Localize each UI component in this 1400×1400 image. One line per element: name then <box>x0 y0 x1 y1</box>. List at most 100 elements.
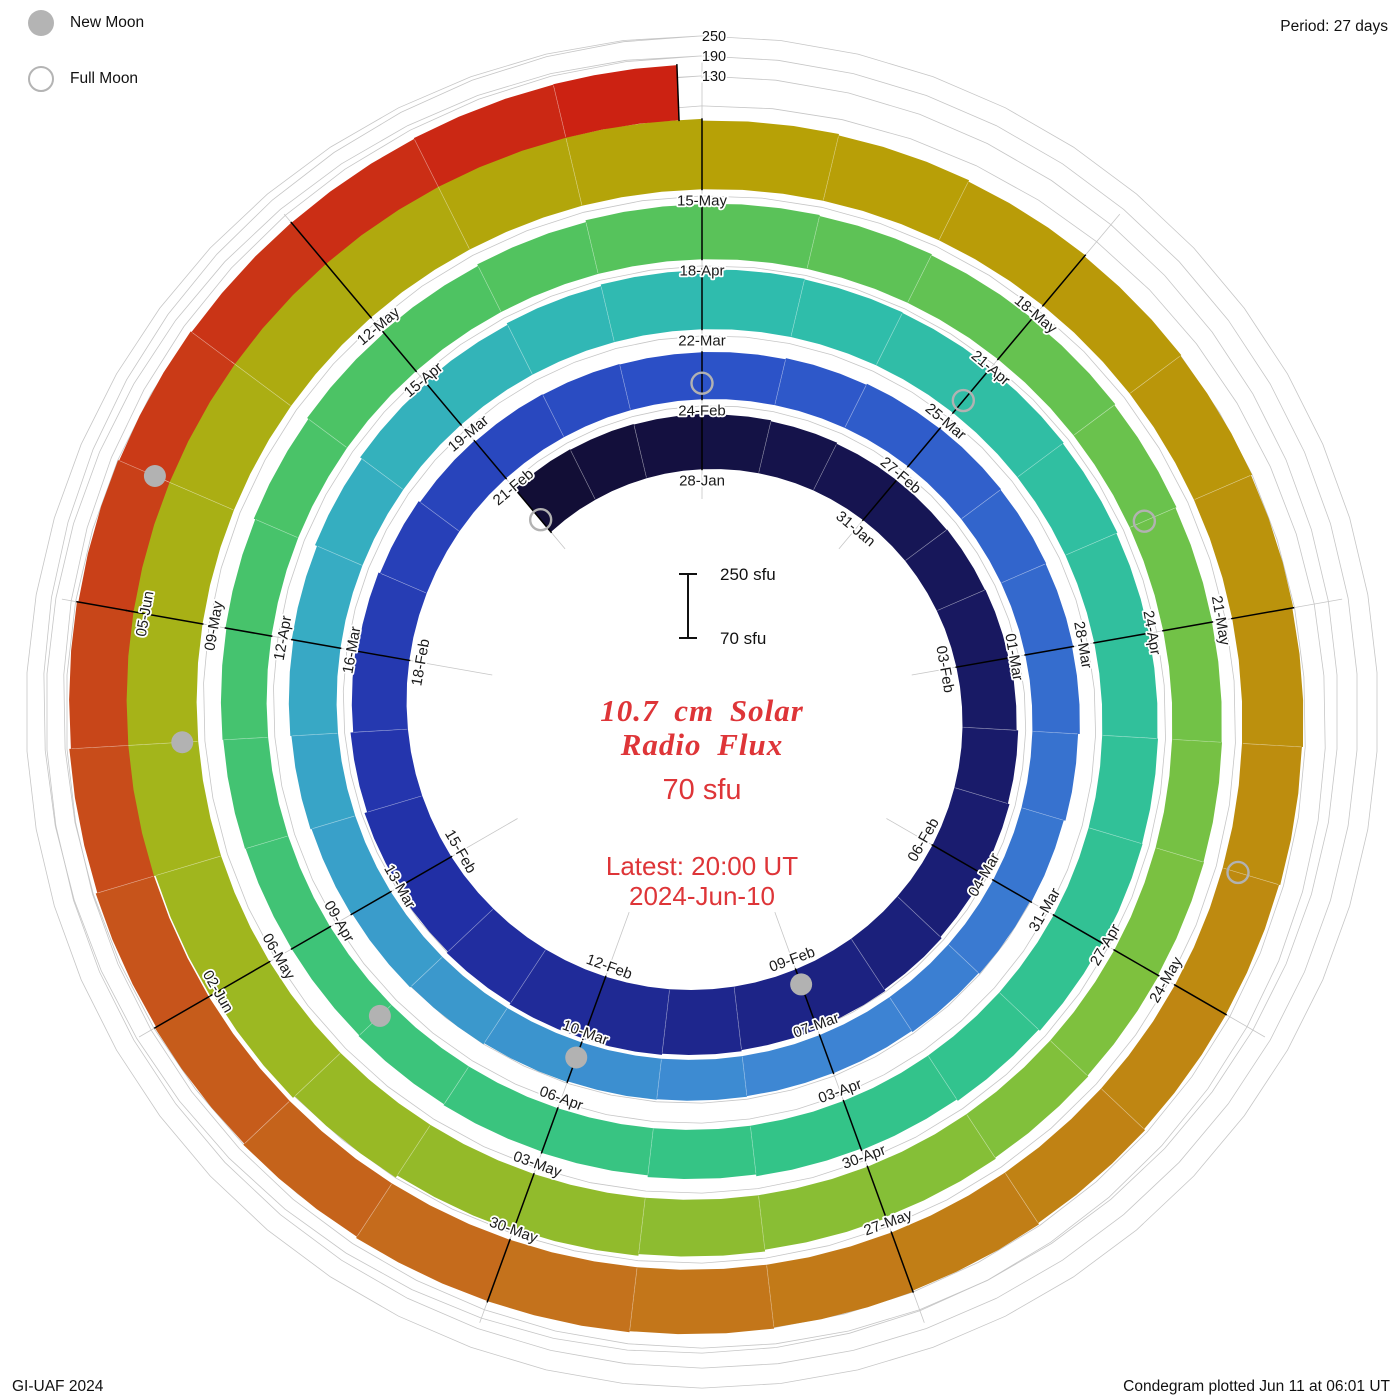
three-day-tick <box>818 1033 835 1075</box>
day-bar <box>1053 827 1143 944</box>
day-bar <box>1232 607 1304 747</box>
day-separator <box>1194 475 1251 500</box>
day-bar <box>475 394 564 479</box>
day-bar <box>245 835 331 949</box>
three-day-tick <box>473 439 508 480</box>
day-separator <box>380 573 426 594</box>
date-label: 15-May <box>677 192 728 209</box>
day-separator <box>656 1059 662 1099</box>
three-day-tick <box>1231 606 1295 620</box>
day-separator <box>444 1067 469 1104</box>
day-bar <box>638 1195 766 1257</box>
day-separator <box>1001 563 1045 583</box>
day-bar <box>542 364 631 438</box>
day-separator <box>1130 507 1175 528</box>
day-separator <box>750 1126 757 1174</box>
day-separator <box>741 1057 748 1096</box>
moon-markers <box>143 371 1250 1069</box>
day-separator <box>1103 735 1157 739</box>
day-bar <box>506 286 615 375</box>
day-bar <box>420 440 506 532</box>
day-separator <box>647 1129 654 1175</box>
full-moon-marker <box>528 508 553 532</box>
new-moon-marker <box>368 1004 391 1027</box>
day-separator <box>414 139 439 187</box>
day-bar <box>908 428 1002 519</box>
full-moon-label: Full Moon <box>70 70 139 87</box>
day-bar <box>225 519 299 637</box>
day-separator <box>907 255 932 303</box>
day-bar <box>126 741 222 877</box>
day-separator <box>1156 847 1203 863</box>
day-bar <box>702 352 786 406</box>
day-bar <box>397 1124 534 1231</box>
day-bar <box>897 845 984 937</box>
three-day-tick <box>581 975 607 1041</box>
day-bar <box>360 383 461 490</box>
day-bar <box>766 1232 914 1328</box>
date-label: 28-Jan <box>679 472 725 489</box>
day-bar <box>291 545 363 649</box>
day-bar <box>364 795 452 887</box>
day-bar <box>1174 867 1280 1015</box>
day-bar <box>1114 847 1204 976</box>
day-separator <box>98 876 154 894</box>
three-day-tick <box>861 478 898 522</box>
day-separator <box>542 395 564 437</box>
date-label: 12-Apr <box>271 614 296 661</box>
date-label: 22-Mar <box>678 332 726 349</box>
day-separator <box>1101 1088 1144 1129</box>
day-bar <box>1017 443 1118 556</box>
date-label: 18-Apr <box>679 262 724 279</box>
legend-row-new-moon: New Moon <box>28 8 144 38</box>
credit-label: GI-UAF 2024 <box>12 1378 104 1395</box>
day-bar <box>932 787 1010 874</box>
day-bar <box>928 992 1039 1101</box>
day-bar <box>513 1174 646 1256</box>
day-bar <box>938 181 1086 306</box>
day-separator <box>766 1265 775 1327</box>
day-separator <box>619 365 631 410</box>
day-separator <box>585 222 599 274</box>
day-separator <box>790 280 805 337</box>
three-day-tick <box>1093 632 1150 644</box>
day-bar <box>1004 1088 1146 1224</box>
three-day-tick <box>321 258 373 319</box>
day-bar <box>1155 739 1222 863</box>
day-bar <box>212 961 341 1098</box>
day-separator <box>600 287 615 342</box>
day-separator <box>362 459 403 490</box>
day-bar <box>1073 405 1177 528</box>
three-day-tick <box>209 960 271 997</box>
day-separator <box>1242 743 1301 748</box>
day-bar <box>905 529 985 611</box>
day-bar <box>795 938 886 1029</box>
day-separator <box>823 136 839 200</box>
three-day-tick <box>676 64 680 122</box>
radial-axis-labels: 130 190 250 <box>700 27 727 86</box>
new-moon-marker <box>565 1046 588 1069</box>
day-bar <box>351 650 410 733</box>
new-moon-marker <box>143 465 166 488</box>
day-bar <box>633 413 702 479</box>
day-separator <box>357 1184 392 1237</box>
three-day-tick <box>1162 621 1214 632</box>
day-bar <box>953 368 1064 478</box>
day-bar <box>1163 622 1222 743</box>
day-separator <box>397 1125 431 1175</box>
day-bar <box>163 360 291 511</box>
day-separator <box>638 1198 646 1254</box>
day-separator <box>758 1196 766 1249</box>
day-bar <box>948 880 1031 974</box>
day-bar <box>702 414 772 474</box>
day-separator <box>733 987 742 1050</box>
day-separator <box>844 385 867 428</box>
day-bar <box>565 118 702 206</box>
radial-axis-label: 190 <box>702 49 726 65</box>
day-bar <box>843 1055 957 1151</box>
day-separator <box>565 138 583 205</box>
day-bar <box>380 501 460 594</box>
day-separator <box>939 182 969 240</box>
